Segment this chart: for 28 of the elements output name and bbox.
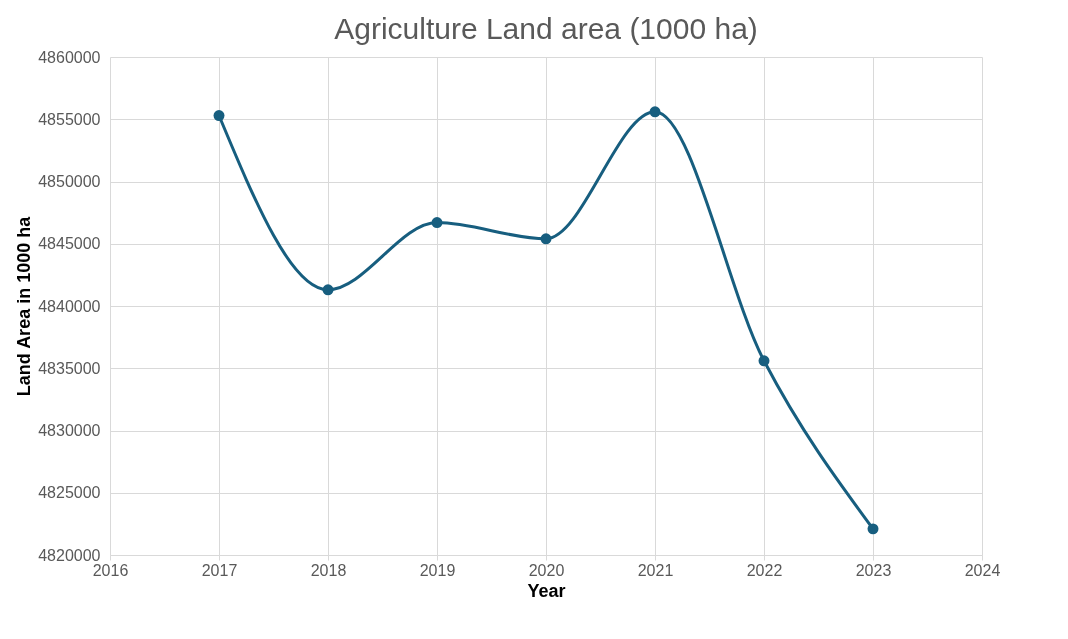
x-tick-label: 2022 <box>746 561 783 579</box>
y-tick-label: 4840000 <box>38 297 101 315</box>
x-axis-title: Year <box>527 580 566 601</box>
point <box>540 233 552 245</box>
y-tick-label: 4845000 <box>38 235 101 253</box>
point <box>867 523 879 535</box>
point <box>649 106 661 118</box>
y-tick-label: 4825000 <box>38 484 101 502</box>
x-tick-label: 2023 <box>855 561 892 579</box>
y-tick-label: 4850000 <box>38 173 101 190</box>
y-tick-label: 4860000 <box>38 48 101 66</box>
y-tick-label: 4835000 <box>38 359 101 377</box>
point <box>758 355 770 367</box>
chart-title: Agriculture Land area (1000 ha) <box>334 12 758 45</box>
y-tick-label: 4830000 <box>38 422 101 439</box>
point <box>322 284 334 296</box>
point <box>213 110 225 121</box>
point <box>431 217 443 229</box>
x-tick-label: 2021 <box>637 561 674 579</box>
x-tick-label: 2020 <box>528 561 565 579</box>
x-tick-label: 2016 <box>92 561 129 579</box>
x-tick-label: 2017 <box>201 561 238 579</box>
x-tick-label: 2018 <box>310 561 347 579</box>
x-tick-label: 2019 <box>419 561 456 579</box>
y-tick-label: 4855000 <box>38 110 101 128</box>
y-axis-title: Land Area in 1000 ha <box>14 215 35 397</box>
x-tick-label: 2024 <box>964 561 1001 579</box>
y-tick-label: 4820000 <box>38 546 101 564</box>
